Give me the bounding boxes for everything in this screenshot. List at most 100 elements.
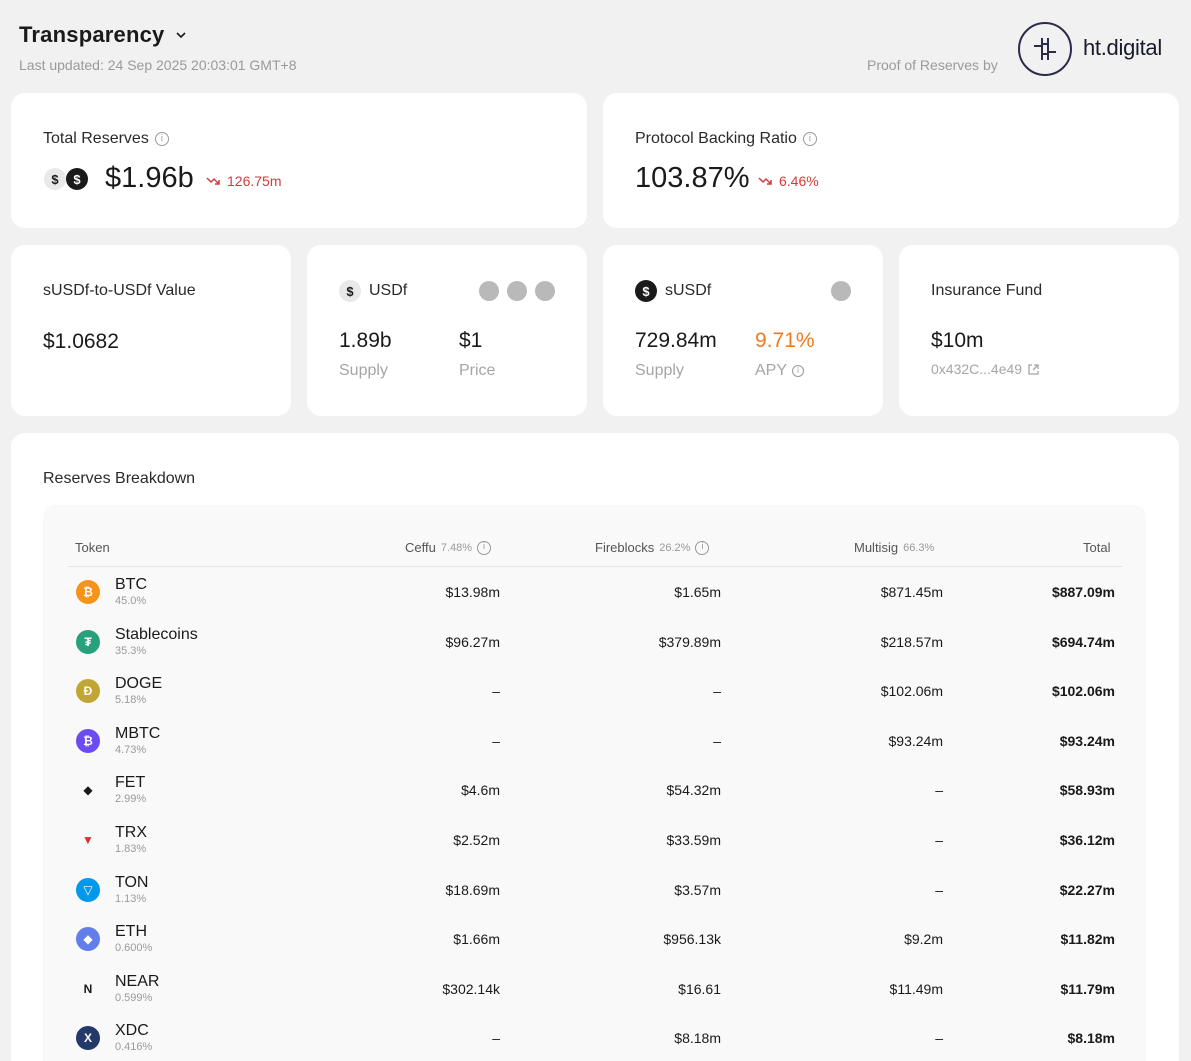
susdf-apy-value: 9.71% [755,329,815,352]
table-row[interactable]: X XDC 0.416% – $8.18m – $8.18m [0,1022,1191,1061]
token-share: 45.0% [115,595,147,607]
fireblocks-value: $8.18m [674,1030,721,1046]
col-ceffu: Ceffu 7.48% i [405,540,492,555]
token-name: TON [115,874,149,891]
table-row[interactable]: ₿ BTC 45.0% $13.98m $1.65m $871.45m $887.09m [0,576,1191,624]
table-row[interactable]: ₿ MBTC 4.73% – – $93.24m $93.24m [0,725,1191,773]
info-icon[interactable]: i [802,132,817,146]
table-row[interactable]: ◆ FET 2.99% $4.6m $54.32m – $58.93m [0,774,1191,822]
usdf-price-label: Price [459,362,496,379]
partner-name[interactable]: ht.digital [1083,35,1162,60]
table-row[interactable]: ▽ TON 1.13% $18.69m $3.57m – $22.27m [0,874,1191,922]
trend-down-icon [758,177,772,185]
partner-logo-icon[interactable] [831,281,851,301]
fireblocks-value: $16.61 [678,981,721,997]
total-value: $58.93m [1059,782,1115,798]
token-share: 0.599% [115,992,153,1004]
col-fireblocks: Fireblocks 26.2% i [595,540,710,555]
fireblocks-value: $379.89m [658,634,721,650]
insurance-address-link[interactable]: 0x432C...4e49 [931,361,1040,377]
total-value: $11.79m [1060,981,1116,997]
susdf-card [603,245,883,416]
multisig-value: $871.45m [880,584,943,600]
info-icon[interactable]: i [695,540,710,555]
dollar-coin-dark-icon: $ [66,168,88,190]
multisig-value: $11.49m [889,981,943,997]
ht-digital-logo-icon[interactable] [1018,22,1072,76]
total-value: $8.18m [1067,1030,1115,1046]
partner-logo-icon[interactable] [479,281,499,301]
fireblocks-value: $54.32m [666,782,721,798]
last-updated-text: Last updated: 24 Sep 2025 20:03:01 GMT+8 [19,57,297,73]
fet-icon: ◆ [83,783,93,797]
usdf-supply-label: Supply [339,362,388,379]
ceffu-value: $96.27m [445,634,500,650]
multisig-value: $9.2m [904,931,943,947]
susdf-coin-icon: $ [635,280,657,302]
info-icon[interactable]: i [154,132,169,146]
dollar-coin-icon: $ [44,168,66,190]
total-value: $22.27m [1059,882,1115,898]
xdc-icon: X [76,1026,100,1050]
btc-icon: ₿ [76,580,100,604]
eth-icon: ◆ [76,927,100,951]
table-row[interactable]: N NEAR 0.599% $302.14k $16.61 $11.49m $11.79m [0,973,1191,1021]
backing-ratio-label: Protocol Backing Ratio i [635,130,817,148]
susdf-supply-label: Supply [635,362,684,379]
title-dropdown[interactable]: Transparency [19,22,188,48]
partner-logo-icon[interactable] [507,281,527,301]
ceffu-value: – [492,1030,500,1046]
token-share: 35.3% [115,645,147,657]
token-name: BTC [115,576,147,593]
usdf-price-value: $1 [459,329,483,352]
total-reserves-value: $1.96b [105,162,194,194]
ceffu-value: – [492,683,500,699]
external-link-icon [1028,363,1039,375]
usdf-label: USDf [369,282,408,299]
proof-of-reserves-label: Proof of Reserves by [867,57,998,73]
backing-ratio-value: 103.87% [635,162,750,194]
susdf-value-label: sUSDf-to-USDf Value [43,282,196,299]
total-value: $11.82m [1060,931,1116,947]
total-value: $102.06m [1051,683,1115,699]
table-row[interactable]: ◆ ETH 0.600% $1.66m $956.13k $9.2m $11.82m [0,923,1191,971]
doge-icon: Ð [76,679,100,703]
reserves-breakdown-title: Reserves Breakdown [43,470,196,487]
usdf-supply-value: 1.89b [339,329,392,352]
partner-logo-icon[interactable] [535,281,555,301]
table-row[interactable]: ▼ TRX 1.83% $2.52m $33.59m – $36.12m [0,824,1191,872]
ceffu-value: $13.98m [445,584,500,600]
tether-icon: ₮ [76,630,100,654]
header-divider [68,566,1122,567]
token-name: NEAR [115,973,160,990]
multisig-value: – [935,1030,943,1046]
page-title: Transparency [19,22,165,47]
susdf-label: sUSDf [665,282,712,299]
total-value: $694.74m [1051,634,1115,650]
reserves-table [43,505,1146,1061]
ceffu-value: $2.52m [453,832,500,848]
total-reserves-card [11,93,587,228]
near-icon: N [83,982,93,996]
info-icon[interactable]: i [792,365,805,377]
token-name: Stablecoins [115,626,198,643]
info-icon[interactable]: i [477,540,492,555]
total-value: $93.24m [1059,733,1115,749]
tron-icon: ▼ [82,833,94,847]
token-share: 0.416% [115,1041,153,1053]
table-row[interactable]: ₮ Stablecoins 35.3% $96.27m $379.89m $218.57m… [0,626,1191,674]
table-row[interactable]: Ð DOGE 5.18% – – $102.06m $102.06m [0,675,1191,723]
insurance-fund-label: Insurance Fund [931,282,1043,299]
insurance-fund-card [899,245,1179,416]
token-name: TRX [115,824,147,841]
multisig-value: $102.06m [880,683,943,699]
total-value: $36.12m [1059,832,1115,848]
insurance-fund-value: $10m [931,329,984,352]
token-share: 5.18% [115,694,147,706]
trend-down-icon [206,177,220,185]
multisig-value: $218.57m [880,634,943,650]
susdf-value-amount: $1.0682 [43,330,119,353]
col-multisig: Multisig 66.3% [854,540,935,555]
total-reserves-label: Total Reserves i [43,130,169,148]
ceffu-value: $302.14k [442,981,500,997]
